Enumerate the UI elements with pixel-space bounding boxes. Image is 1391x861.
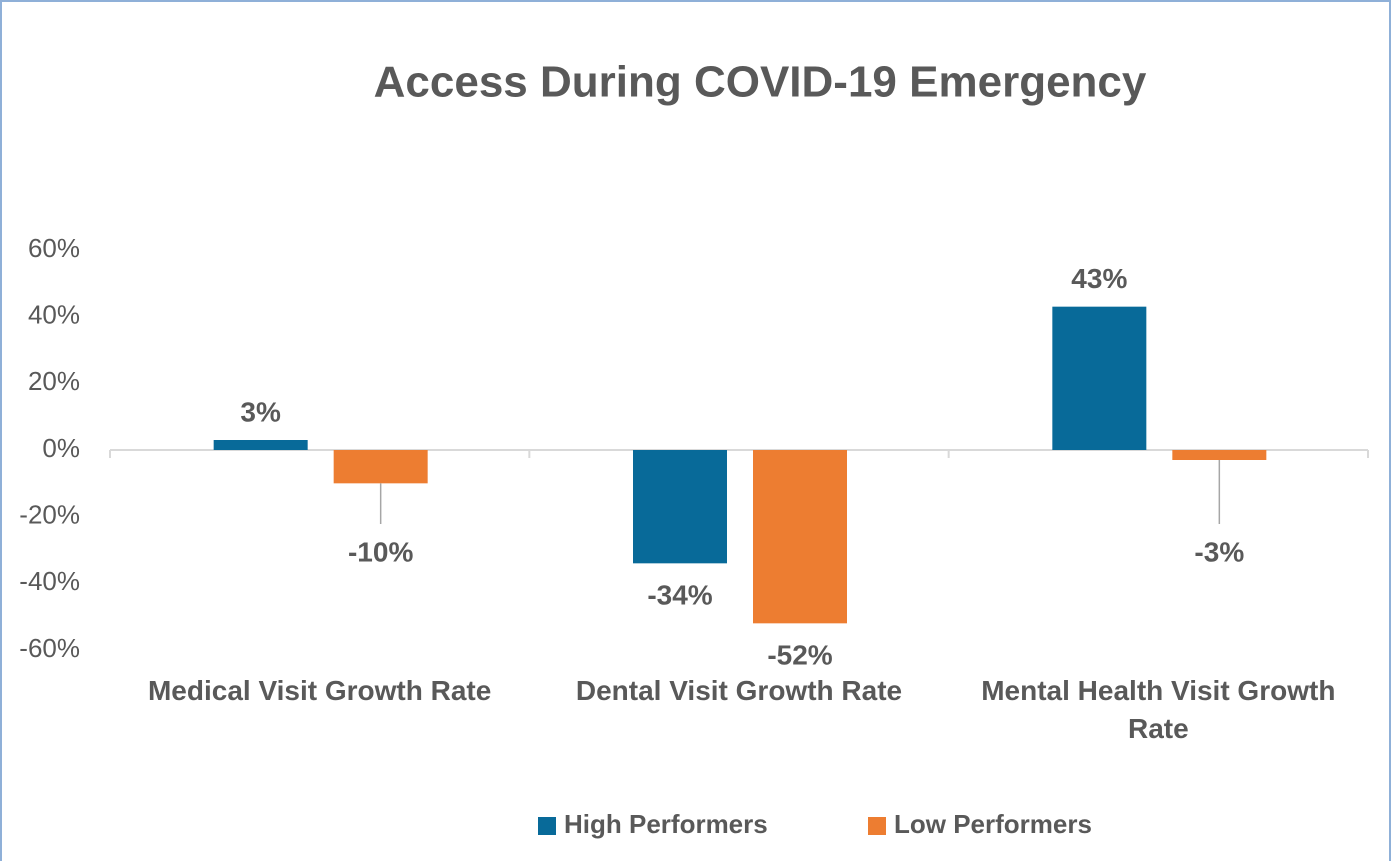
- bar: [1052, 306, 1147, 450]
- chart-title: Access During COVID-19 Emergency: [374, 58, 1147, 107]
- y-tick-label: -20%: [19, 500, 80, 530]
- y-tick-label: 60%: [28, 233, 80, 263]
- data-label: -3%: [1194, 536, 1244, 567]
- y-tick-label: -40%: [19, 566, 80, 596]
- x-tick-label: Dental Visit Growth Rate: [575, 675, 903, 706]
- y-tick-label: -60%: [19, 633, 80, 663]
- bar: [213, 440, 308, 450]
- x-tick-label: Mental Health Visit Growth Rate: [981, 675, 1336, 744]
- data-label: 3%: [240, 396, 281, 427]
- bar: [633, 450, 727, 564]
- legend-swatch: [868, 817, 886, 835]
- data-label: -52%: [767, 640, 832, 671]
- bar: [333, 450, 428, 484]
- data-label: -10%: [348, 536, 413, 567]
- data-label: -34%: [647, 580, 712, 611]
- x-tick-label: Medical Visit Growth Rate: [147, 675, 492, 706]
- data-label: 43%: [1071, 263, 1127, 294]
- bar: [753, 450, 847, 624]
- bar: [1172, 450, 1267, 460]
- legend-label: High Performers: [564, 809, 768, 839]
- legend-swatch: [538, 817, 556, 835]
- legend-label: Low Performers: [894, 809, 1092, 839]
- y-tick-label: 20%: [28, 366, 80, 396]
- y-tick-label: 40%: [28, 300, 80, 330]
- y-tick-label: 0%: [42, 433, 80, 463]
